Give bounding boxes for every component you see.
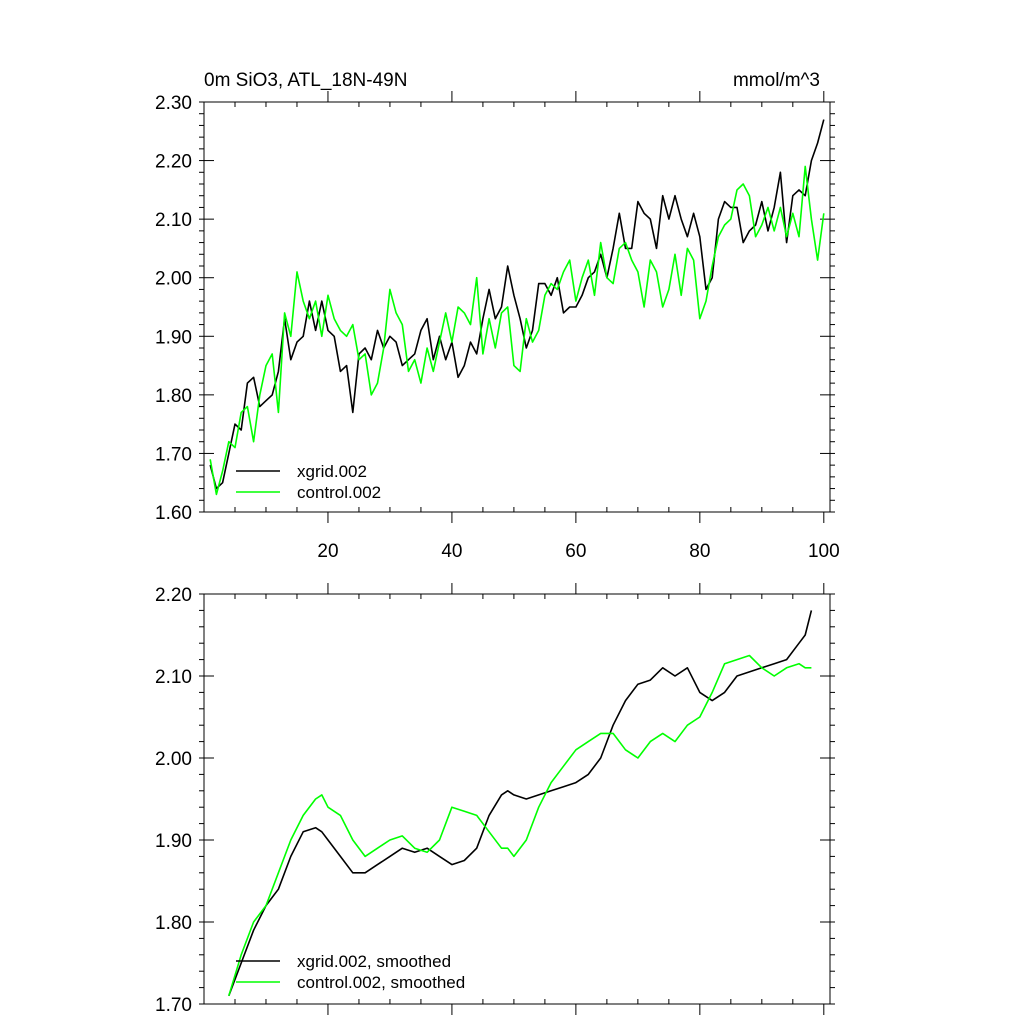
plot-frame	[203, 593, 831, 1005]
y-tick-label: 2.20	[155, 152, 192, 173]
plot-frame	[203, 101, 831, 513]
legend-label-control-smoothed: control.002, smoothed	[297, 973, 465, 992]
series-line-control-002	[209, 165, 825, 496]
series-lines	[228, 610, 813, 997]
y-tick-label: 1.70	[155, 995, 192, 1016]
x-tick-label: 80	[689, 541, 710, 562]
legend-label-xgrid-smoothed: xgrid.002, smoothed	[297, 952, 451, 971]
x-tick-label: 40	[441, 541, 462, 562]
y-tick-label: 1.90	[155, 327, 192, 348]
panel-title: 0m SiO3, ATL_18N-49N	[204, 70, 407, 91]
series-line-xgrid-002-smoothed	[228, 610, 813, 997]
y-tick-label: 2.10	[155, 210, 192, 231]
y-tick-label: 2.30	[155, 93, 192, 114]
y-tick-label: 2.00	[155, 749, 192, 770]
y-tick-label: 1.60	[155, 503, 192, 524]
y-tick-label: 1.80	[155, 386, 192, 407]
y-tick-label: 2.10	[155, 667, 192, 688]
smoothed-timeseries-panel: 1.70 1.80 1.90 2.00 2.10 2.20 xgrid.002, smoo…	[155, 583, 835, 1016]
y-axis-tick-labels: 1.70 1.80 1.90 2.00 2.10 2.20	[155, 585, 192, 1016]
y-tick-label: 2.00	[155, 269, 192, 290]
legend-label-control: control.002	[297, 483, 381, 502]
y-tick-label: 1.80	[155, 913, 192, 934]
x-tick-label: 20	[317, 541, 338, 562]
y-tick-label: 1.90	[155, 831, 192, 852]
y-axis-tick-labels: 1.60 1.70 1.80 1.90 2.00 2.10 2.20 2.30	[155, 93, 192, 524]
axis-ticks	[199, 583, 835, 1015]
legend: xgrid.002, smoothed control.002, smoothe…	[236, 952, 465, 992]
legend-label-xgrid: xgrid.002	[297, 462, 367, 481]
raw-timeseries-panel: 0m SiO3, ATL_18N-49N mmol/m^3 1.601.701.…	[155, 70, 840, 562]
x-tick-label: 100	[808, 541, 840, 562]
axis-ticks	[199, 91, 835, 523]
legend: xgrid.002 control.002	[236, 462, 381, 502]
y-tick-label: 1.70	[155, 444, 192, 465]
x-tick-label: 60	[565, 541, 586, 562]
units-label: mmol/m^3	[733, 70, 820, 91]
series-line-xgrid-002	[209, 119, 825, 490]
series-lines	[209, 119, 825, 496]
x-axis-tick-labels: 20 40 60 80 100	[317, 541, 839, 562]
series-line-control-002-smoothed	[228, 654, 812, 997]
y-tick-label: 2.20	[155, 585, 192, 606]
